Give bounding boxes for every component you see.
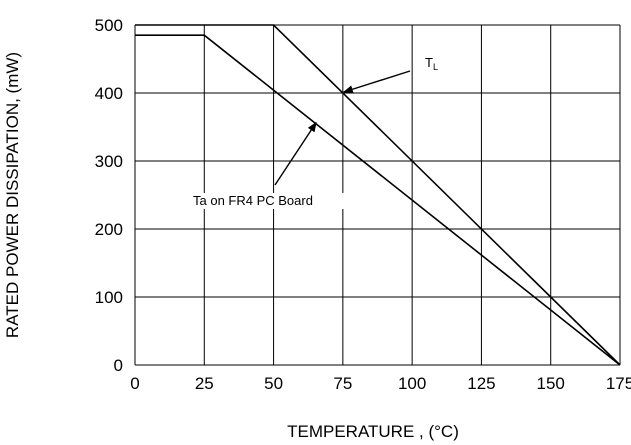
x-tick-label: 50: [264, 374, 283, 393]
annotation-label-tl: TL: [425, 55, 438, 72]
annotation-arrow-tl: [342, 70, 411, 94]
tick-labels: 0 25 50 75 100 125 150 175 0 100 200 300 400 500: [95, 16, 631, 393]
annotation-backing: [191, 193, 351, 209]
x-axis-title: TEMPERATURE , (°C): [287, 422, 459, 441]
y-tick-label: 100: [95, 288, 123, 307]
x-tick-label: 100: [398, 374, 426, 393]
x-tick-label: 175: [606, 374, 631, 393]
x-tick-label: 0: [130, 374, 139, 393]
annotations: TL Ta on FR4 PC Board: [191, 55, 438, 209]
x-tick-label: 25: [195, 374, 214, 393]
x-tick-label: 150: [537, 374, 565, 393]
y-tick-label: 400: [95, 84, 123, 103]
x-tick-label: 125: [467, 374, 495, 393]
y-axis-title: RATED POWER DISSIPATION, (mW): [3, 52, 22, 338]
grid: [134, 24, 621, 366]
annotation-arrow-board: [274, 121, 317, 186]
y-tick-label: 0: [114, 356, 123, 375]
series-line-1: [135, 24, 621, 366]
x-tick-label: 75: [333, 374, 352, 393]
y-tick-label: 200: [95, 220, 123, 239]
y-tick-label: 500: [95, 16, 123, 35]
series-lines: [135, 24, 621, 366]
y-tick-label: 300: [95, 152, 123, 171]
annotation-label-board: Ta on FR4 PC Board: [193, 193, 313, 208]
series-line-2: [135, 34, 621, 366]
